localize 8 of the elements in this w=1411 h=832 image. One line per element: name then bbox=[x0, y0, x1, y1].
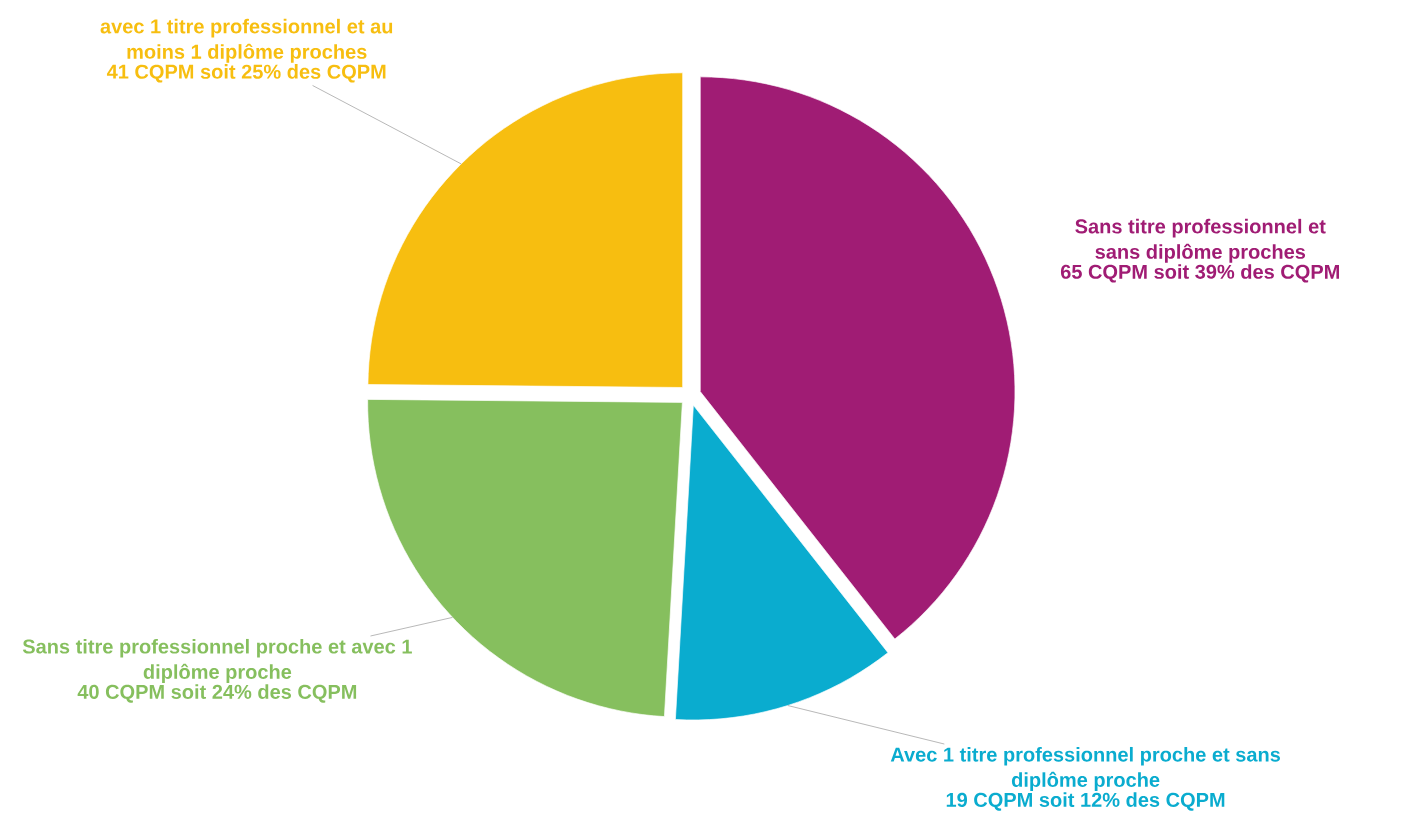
data-label: 41 CQPM soit 25% des CQPM bbox=[106, 64, 386, 83]
slice-label: avec 1 titre professionnel et au moins 1 diplôme proches bbox=[100, 18, 393, 63]
data-label: 65 CQPM soit 39% des CQPM bbox=[1060, 264, 1339, 283]
slice-label: Sans titre professionnel proche et avec 1 diplôme proche bbox=[22, 638, 412, 683]
data-label: 19 CQPM soit 12% des CQPM bbox=[946, 792, 1225, 811]
data-label: 40 CQPM soit 24% des CQPM bbox=[77, 684, 357, 703]
slice-label: Sans titre professionnel et sans diplôme proches bbox=[1075, 218, 1326, 263]
slice-label: Avec 1 titre professionnel proche et sans diplôme proche bbox=[890, 746, 1281, 791]
